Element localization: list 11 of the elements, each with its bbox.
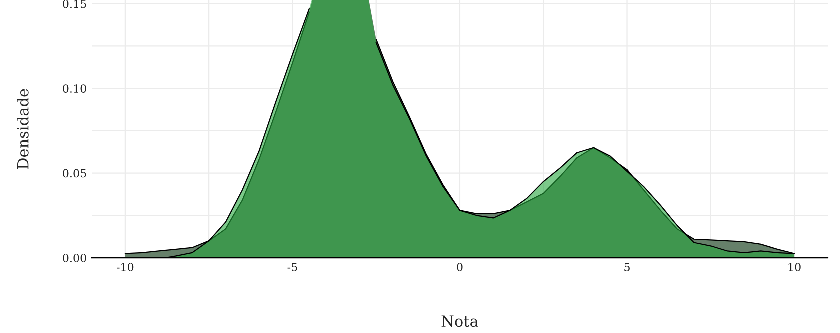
x-tick-label: 5 [624,263,630,272]
y-tick-label: 0.15 [63,0,86,8]
x-axis-title: Nota [442,316,478,328]
y-tick-label: 0.05 [63,169,86,178]
y-tick-label: 0.10 [63,84,86,93]
x-tick-label: 0 [457,263,463,272]
y-axis-title: Densidade [17,89,29,170]
x-tick-label: -10 [116,263,134,272]
y-tick-label: 0.00 [63,254,86,262]
x-tick-label: 10 [788,263,801,272]
x-tick-label: -5 [288,263,298,272]
